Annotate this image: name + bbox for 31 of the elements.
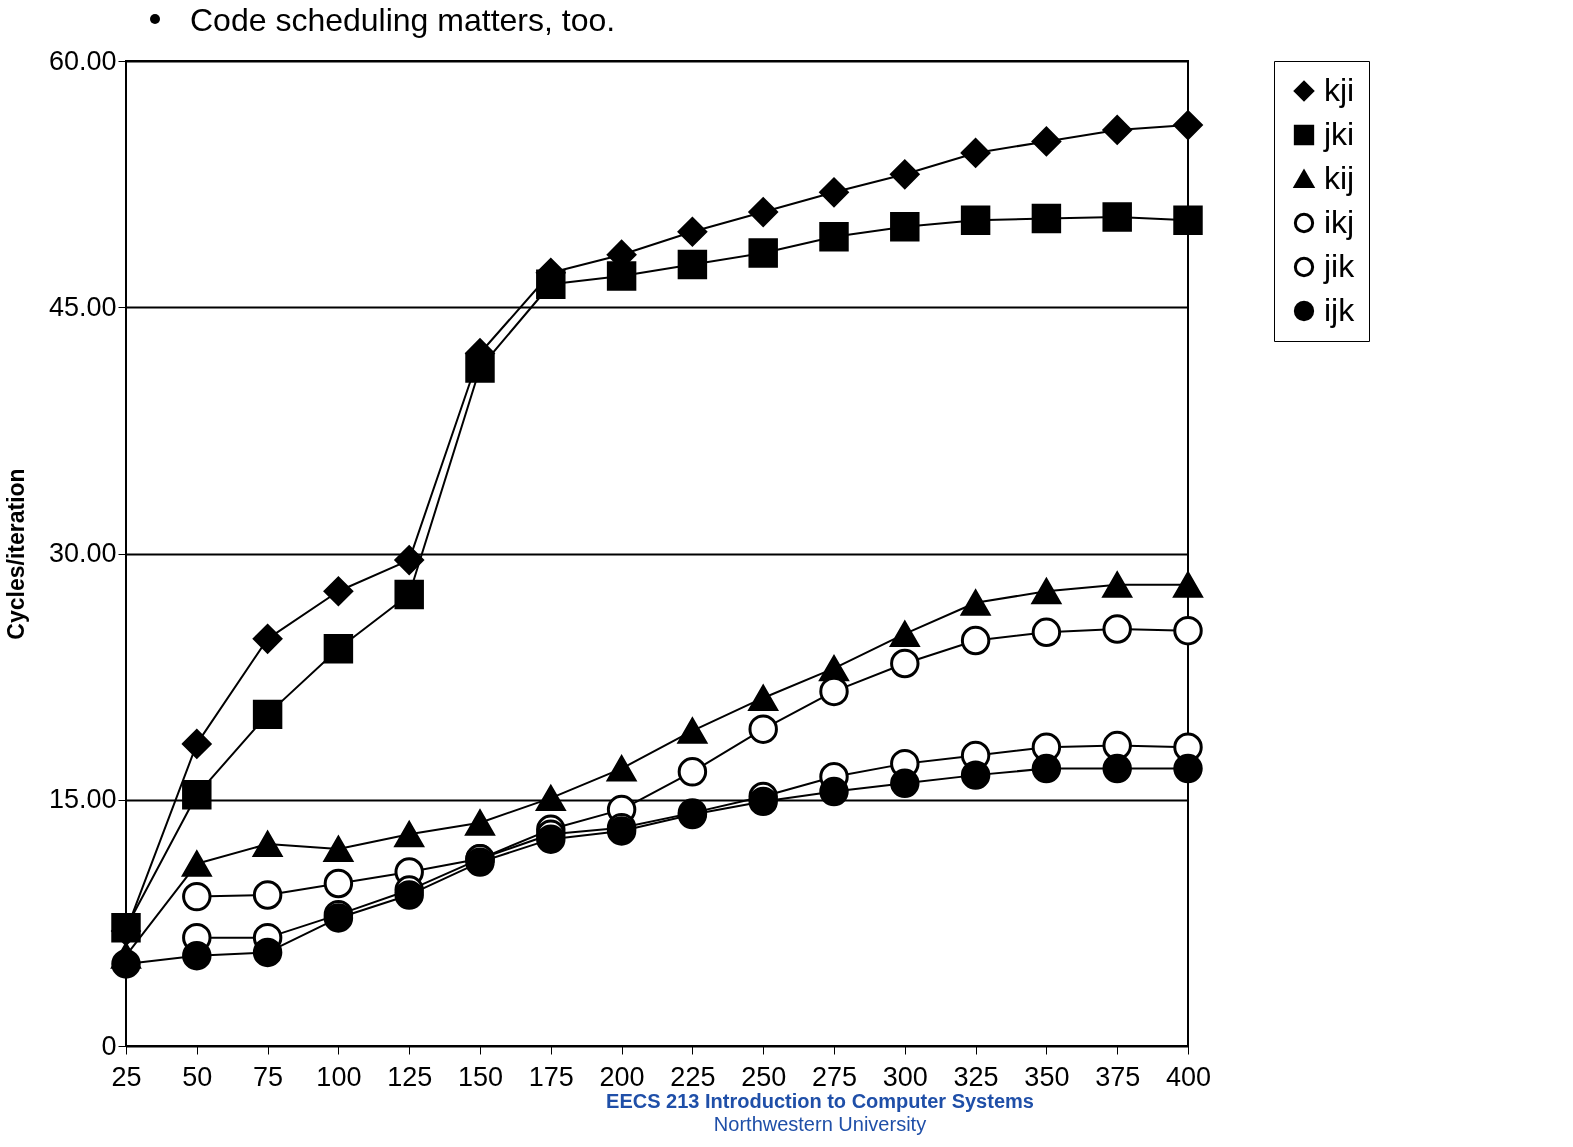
- legend-label: kji: [1324, 72, 1355, 108]
- x-tick-label: 400: [1165, 1061, 1212, 1092]
- x-tick-label: 300: [882, 1061, 928, 1092]
- y-tick-label: 60.00: [48, 45, 117, 76]
- chart-title: Code scheduling matters, too.: [190, 2, 616, 38]
- x-tick-label: 225: [670, 1061, 716, 1092]
- x-tick-label: 250: [741, 1061, 787, 1092]
- x-tick-label: 50: [182, 1061, 213, 1092]
- text: Northwestern University: [712, 1113, 928, 1136]
- legend-label: kij: [1324, 160, 1355, 196]
- legend-label: jki: [1323, 116, 1355, 152]
- legend-label: ikj: [1324, 204, 1355, 240]
- y-tick-label: 30.00: [48, 538, 117, 568]
- y-tick-label: 15.00: [48, 784, 117, 815]
- x-tick-label: 375: [1095, 1061, 1141, 1092]
- y-axis-title: Cycles/iteration: [2, 468, 29, 640]
- x-tick-label: 175: [528, 1061, 574, 1092]
- x-tick-label: 275: [811, 1061, 858, 1092]
- x-tick-label: 25: [111, 1061, 142, 1092]
- text: EECS 213 Introduction to Computer Systems: [605, 1090, 1035, 1113]
- x-tick-label: 100: [316, 1061, 362, 1092]
- y-tick-label: 45.00: [48, 291, 117, 322]
- legend-label: ijk: [1324, 292, 1356, 328]
- y-tick-label: 0: [101, 1030, 117, 1061]
- x-tick-label: 125: [387, 1061, 433, 1092]
- x-tick-label: 350: [1024, 1061, 1070, 1092]
- x-tick-label: 200: [599, 1061, 645, 1092]
- legend-label: jik: [1323, 248, 1356, 284]
- x-tick-label: 325: [953, 1061, 999, 1092]
- x-tick-label: 75: [253, 1061, 284, 1092]
- x-tick-label: 150: [457, 1061, 504, 1092]
